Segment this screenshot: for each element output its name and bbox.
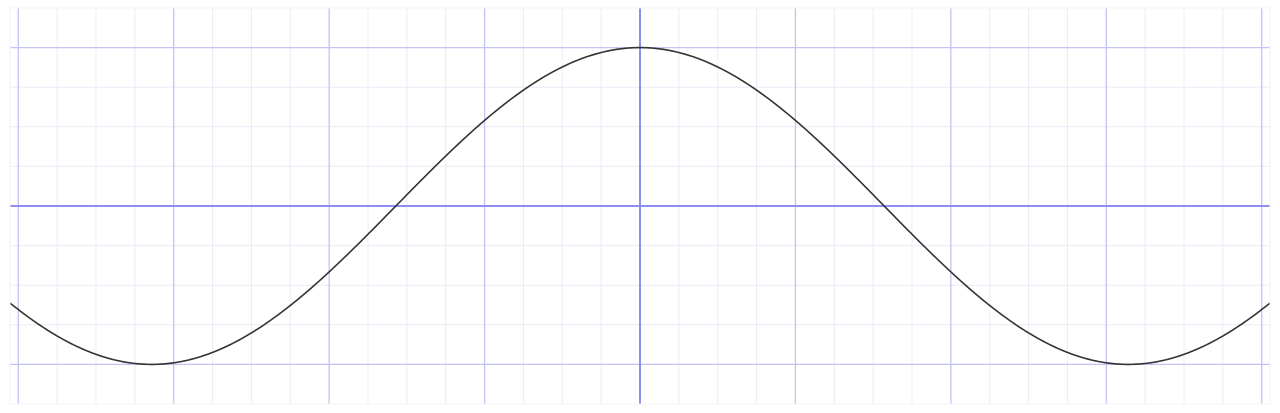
plot-frame bbox=[9, 7, 1271, 405]
cosine-curve bbox=[9, 46, 1271, 366]
axes bbox=[10, 8, 1270, 404]
